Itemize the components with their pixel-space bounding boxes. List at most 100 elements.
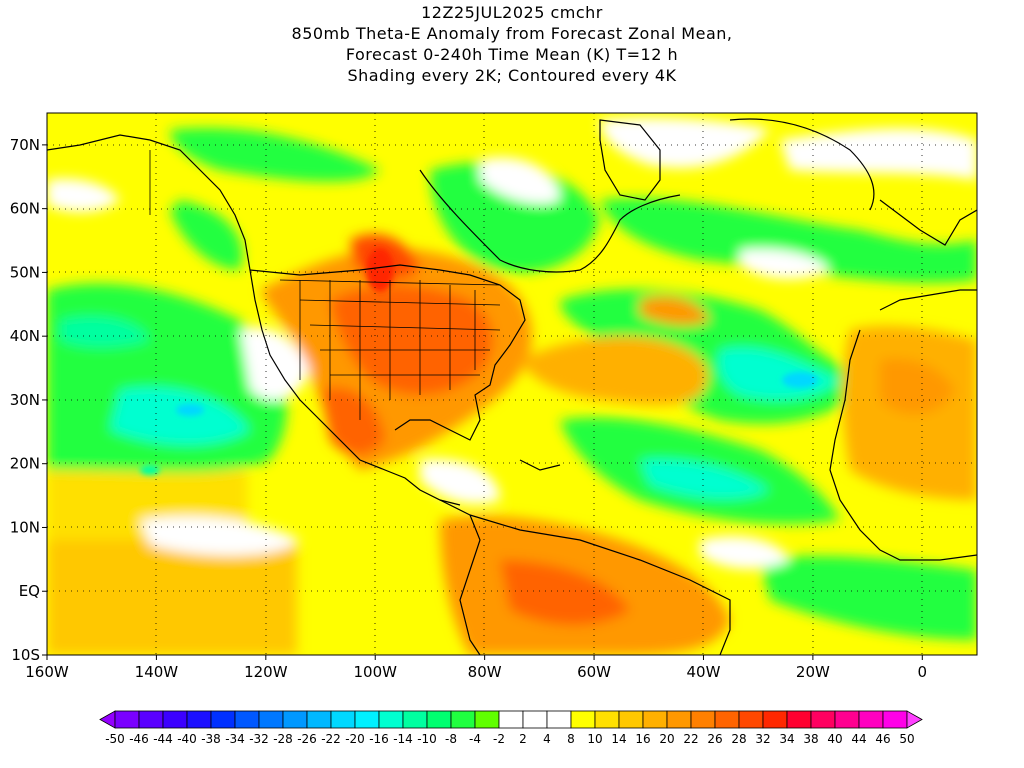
colorbar-swatch — [858, 710, 884, 729]
colorbar-swatch — [282, 710, 308, 729]
colorbar-label: -46 — [129, 732, 149, 746]
colorbar-swatch — [570, 710, 596, 729]
gridlines — [47, 113, 977, 655]
colorbar-label: 44 — [851, 732, 866, 746]
colorbar-swatch — [234, 710, 260, 729]
lat-tick-label: 10S — [11, 646, 40, 664]
colorbar-label: 20 — [659, 732, 674, 746]
lat-tick-label: 40N — [10, 327, 40, 345]
title-line-4: Shading every 2K; Contoured every 4K — [347, 66, 677, 85]
colorbar-swatch — [546, 710, 572, 729]
lon-tick-label: 80W — [468, 663, 502, 681]
colorbar-label: -32 — [249, 732, 269, 746]
colorbar-swatch — [162, 710, 188, 729]
colorbar-label: -14 — [393, 732, 413, 746]
colorbar-label: 34 — [779, 732, 794, 746]
colorbar-swatch — [762, 710, 788, 729]
lat-tick-label: 50N — [10, 263, 40, 281]
colorbar-swatch — [138, 710, 164, 729]
colorbar-swatch — [426, 710, 452, 729]
lon-tick-label: 40W — [687, 663, 721, 681]
colorbar-swatch — [834, 710, 860, 729]
colorbar-label: 40 — [827, 732, 842, 746]
colorbar-swatch — [354, 710, 380, 729]
title-line-3: Forecast 0-240h Time Mean (K) T=12 h — [345, 45, 679, 64]
title-line-1: 12Z25JUL2025 cmchr — [421, 3, 603, 22]
colorbar-swatch — [474, 710, 500, 729]
longitude-axis: 160W 140W 120W 100W 80W 60W 40W 20W 0 — [25, 655, 927, 681]
shaded-field — [47, 113, 977, 655]
colorbar-label: -20 — [345, 732, 365, 746]
colorbar-label: 50 — [899, 732, 914, 746]
colorbar-swatch — [210, 710, 236, 729]
colorbar-label: -28 — [273, 732, 293, 746]
colorbar-swatch — [186, 710, 212, 729]
colorbar-label: -16 — [369, 732, 389, 746]
lon-tick-label: 120W — [244, 663, 288, 681]
colorbar-label: 22 — [683, 732, 698, 746]
colorbar: -50 -46 -44 -40 -38 -34 -32 -28 -26 -22 -20 -16 -14-… — [99, 710, 923, 746]
latitude-axis: 70N 60N 50N 40N 30N 20N 10N EQ 10S — [10, 136, 47, 664]
colorbar-label: 10 — [587, 732, 602, 746]
colorbar-swatch — [330, 710, 356, 729]
lon-tick-label: 0 — [918, 663, 928, 681]
colorbar-label: 4 — [543, 732, 551, 746]
colorbar-swatch — [714, 710, 740, 729]
colorbar-label: 46 — [875, 732, 890, 746]
colorbar-swatch — [114, 710, 140, 729]
colorbar-label: 38 — [803, 732, 818, 746]
lon-tick-label: 100W — [354, 663, 398, 681]
colorbar-label: -38 — [201, 732, 221, 746]
colorbar-label: -2 — [493, 732, 505, 746]
lat-tick-label: 20N — [10, 455, 40, 473]
colorbar-label: 16 — [635, 732, 650, 746]
colorbar-swatch — [498, 710, 524, 729]
lon-tick-label: 140W — [135, 663, 179, 681]
colorbar-label: -50 — [105, 732, 125, 746]
state-borders — [149, 150, 501, 420]
colorbar-swatch — [738, 710, 764, 729]
plot-frame — [46, 112, 978, 656]
colorbar-label: -8 — [445, 732, 457, 746]
colorbar-label: -10 — [417, 732, 437, 746]
colorbar-label: -40 — [177, 732, 197, 746]
colorbar-swatch — [306, 710, 332, 729]
colorbar-label: 32 — [755, 732, 770, 746]
colorbar-swatch — [522, 710, 548, 729]
lon-tick-label: 20W — [796, 663, 830, 681]
coastlines — [47, 118, 977, 655]
lat-tick-label: EQ — [19, 582, 40, 600]
colorbar-swatch — [258, 710, 284, 729]
colorbar-swatch — [882, 710, 908, 729]
colorbar-label: 14 — [611, 732, 626, 746]
colorbar-label: -4 — [469, 732, 481, 746]
colorbar-label: -26 — [297, 732, 317, 746]
colorbar-swatch — [666, 710, 692, 729]
colorbar-label: -44 — [153, 732, 173, 746]
colorbar-swatch — [618, 710, 644, 729]
lon-tick-label: 160W — [25, 663, 69, 681]
lon-tick-label: 60W — [577, 663, 611, 681]
lat-tick-label: 60N — [10, 200, 40, 218]
colorbar-swatch — [642, 710, 668, 729]
colorbar-swatch — [402, 710, 428, 729]
lat-tick-label: 10N — [10, 518, 40, 536]
colorbar-swatch — [786, 710, 812, 729]
lat-tick-label: 70N — [10, 136, 40, 154]
colorbar-label: 28 — [731, 732, 746, 746]
title-line-2: 850mb Theta-E Anomaly from Forecast Zona… — [291, 24, 733, 43]
colorbar-swatch — [378, 710, 404, 729]
colorbar-swatch — [690, 710, 716, 729]
colorbar-swatch — [594, 710, 620, 729]
colorbar-swatch — [450, 710, 476, 729]
colorbar-label: 8 — [567, 732, 575, 746]
lat-tick-label: 30N — [10, 391, 40, 409]
colorbar-label: 2 — [519, 732, 527, 746]
colorbar-swatch — [810, 710, 836, 729]
colorbar-label: 26 — [707, 732, 722, 746]
colorbar-max-arrow — [906, 710, 923, 729]
colorbar-label: -22 — [321, 732, 341, 746]
colorbar-label: -34 — [225, 732, 245, 746]
colorbar-min-arrow — [99, 710, 116, 729]
